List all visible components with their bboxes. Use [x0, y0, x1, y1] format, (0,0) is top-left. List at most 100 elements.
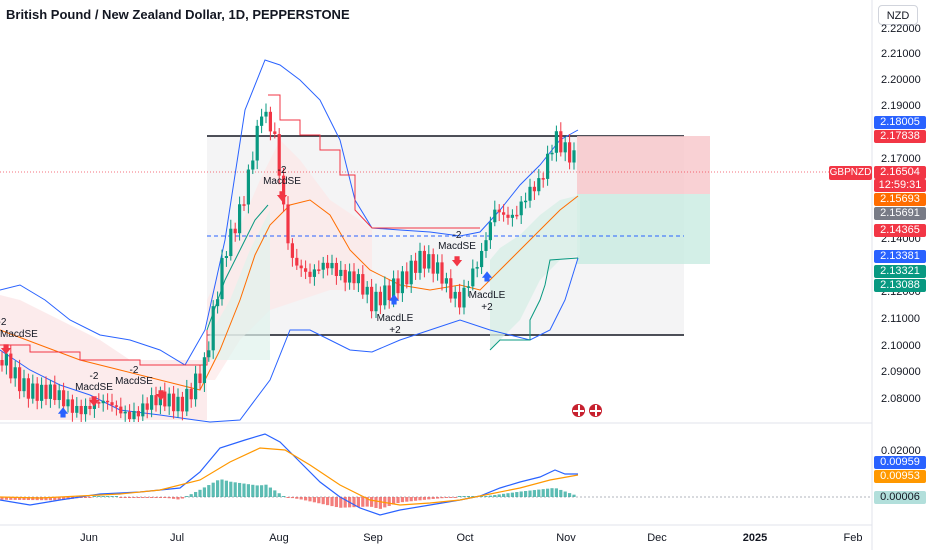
candle-body [84, 405, 88, 415]
candle-body [475, 267, 479, 269]
candle-body [26, 378, 30, 399]
macd-hist-bar [106, 496, 110, 497]
macd-hist-bar [295, 497, 299, 499]
macd-hist-bar [92, 496, 96, 497]
candle-body [260, 116, 264, 126]
candle-body [136, 410, 140, 417]
price-tick: 2.20000 [881, 74, 921, 86]
supertrend-green-late [489, 257, 579, 351]
candle-body [286, 204, 290, 244]
price-tag-target: 2.13321 [874, 265, 926, 278]
currency-button[interactable]: NZD [878, 5, 918, 25]
macd-hist-bar [497, 494, 501, 497]
macd-hist-bar [466, 496, 470, 497]
candle-body [304, 268, 308, 272]
macd-hist-bar [189, 494, 193, 497]
macd-hist-bar [128, 497, 132, 498]
macd-hist-bar [141, 497, 145, 498]
macd-hist-bar [251, 484, 255, 497]
candle-body [449, 278, 453, 299]
macd-hist-bar [532, 490, 536, 497]
macd-hist-bar [273, 490, 277, 497]
macd-hist-bar [211, 482, 215, 497]
candle-body [44, 384, 48, 399]
macd-hist-bar [339, 497, 343, 508]
macd-hist-bar [537, 489, 541, 497]
macd-hist-bar [198, 489, 202, 497]
candle-body [101, 400, 105, 404]
candle-body [519, 201, 523, 216]
price-tick: 2.22000 [881, 23, 921, 35]
signal-label: MacdSE [0, 329, 38, 340]
macd-hist-bar [13, 497, 17, 500]
macd-hist-bar [524, 491, 528, 497]
time-tick: Jun [80, 532, 98, 544]
candle-body [70, 399, 74, 413]
macd-hist-bar [233, 482, 237, 497]
macd-hist-bar [229, 481, 233, 497]
price-tick: 2.08000 [881, 393, 921, 405]
supertrend-red-mid [268, 94, 480, 229]
candle-body [392, 278, 396, 301]
macd-hist-bar [453, 497, 457, 498]
macd-hist-bar [563, 491, 567, 497]
candle-body [189, 388, 193, 400]
macd-hist-bar [264, 484, 268, 497]
price-tick: 2.09000 [881, 366, 921, 378]
candle-body [466, 286, 470, 288]
candle-body [22, 378, 26, 392]
time-tick: Oct [456, 532, 474, 544]
macd-hist-bar [572, 494, 576, 497]
candle-body [471, 268, 475, 287]
candle-body [79, 405, 83, 415]
candle-body [484, 240, 488, 251]
candle-body [132, 410, 136, 420]
candle-body [396, 278, 400, 294]
signal-label: MacdSE [438, 241, 476, 252]
candle-body [110, 402, 114, 406]
macd-hist-bar [224, 480, 228, 497]
price-tag-green: 2.13088 [874, 279, 926, 292]
macd-hist-bar [123, 497, 127, 498]
macd-hist-bar [528, 490, 532, 497]
candle-body [150, 395, 154, 410]
macd-hist-bar [62, 497, 66, 500]
macd-hist-bar [84, 497, 88, 498]
signal-qty: -2 [89, 371, 99, 382]
time-tick: Feb [843, 532, 863, 544]
macd-hist-bar [9, 497, 13, 500]
macd-hist-bar [462, 496, 466, 497]
macd-hist-bar [260, 485, 264, 497]
macd-hist-bar [440, 497, 444, 499]
macd-hist-bar [361, 497, 365, 507]
countdown-tag: 12:59:31 [874, 179, 926, 192]
candle-body [185, 388, 189, 412]
candle-body [35, 383, 39, 401]
candle-body [48, 384, 52, 399]
macd-hist-bar [0, 497, 4, 500]
macd-hist-bar [132, 497, 136, 498]
candle-body [282, 175, 286, 205]
flag-nz-icon[interactable] [588, 403, 603, 418]
candle-body [31, 383, 35, 399]
candle-body [497, 209, 501, 213]
flag-uk-icon[interactable] [571, 403, 586, 418]
candle-body [268, 111, 272, 132]
candle-body [550, 152, 554, 155]
candle-body [106, 400, 110, 403]
macd-hist-bar [546, 488, 550, 497]
candle-body [119, 406, 123, 414]
candle-body [233, 228, 237, 234]
macd-hist-bar [330, 497, 334, 507]
price-tag-position: 2.15691 [874, 207, 926, 220]
macd-hist-bar [110, 496, 114, 497]
chart-title: British Pound / New Zealand Dollar, 1D, … [6, 7, 350, 22]
candle-body [163, 391, 167, 407]
candle-body [264, 111, 268, 117]
signal-qty: -2 [0, 317, 7, 328]
candle-body [427, 254, 431, 269]
macd-hist-bar [255, 485, 259, 497]
candle-body [312, 269, 316, 277]
price-tag-last: 2.16504 [874, 166, 926, 179]
